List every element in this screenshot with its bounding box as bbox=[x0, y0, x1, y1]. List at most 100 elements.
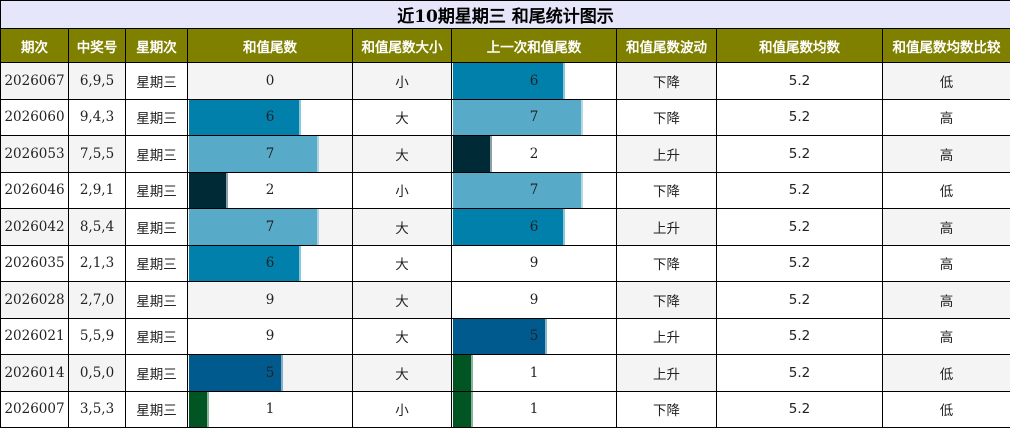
bar-edge bbox=[226, 172, 228, 208]
header-prev-tail: 上一次和值尾数 bbox=[451, 28, 617, 63]
value-bar bbox=[189, 172, 226, 208]
prev-tail-bar-cell: 9 bbox=[451, 244, 617, 282]
period-cell: 2026014 bbox=[0, 354, 69, 392]
size-cell: 大 bbox=[352, 208, 452, 246]
bar-edge bbox=[471, 355, 473, 391]
header-numbers: 中奖号 bbox=[68, 28, 126, 63]
compare-cell: 高 bbox=[881, 244, 1010, 282]
prev-tail-value: 6 bbox=[529, 218, 539, 235]
numbers-cell: 8,5,4 bbox=[68, 208, 126, 246]
period-cell: 2026060 bbox=[0, 98, 69, 136]
size-cell: 大 bbox=[352, 98, 452, 136]
table-row: 2026060 9,4,3 星期三 6 大 7 下降 5.2 高 bbox=[0, 98, 1010, 136]
prev-tail-value: 6 bbox=[529, 72, 539, 89]
bar-edge bbox=[281, 355, 283, 391]
table-title: 近10期星期三 和尾统计图示 bbox=[0, 0, 1010, 29]
compare-cell: 高 bbox=[881, 98, 1010, 136]
tail-bar-cell: 2 bbox=[187, 171, 353, 209]
prev-tail-value: 1 bbox=[529, 364, 539, 381]
numbers-cell: 9,4,3 bbox=[68, 98, 126, 136]
trend-cell: 下降 bbox=[616, 390, 717, 428]
table-row: 2026042 8,5,4 星期三 7 大 6 上升 5.2 高 bbox=[0, 208, 1010, 246]
trend-cell: 上升 bbox=[616, 135, 717, 173]
numbers-cell: 2,1,3 bbox=[68, 244, 126, 282]
bar-edge bbox=[581, 99, 583, 135]
period-cell: 2026021 bbox=[0, 317, 69, 355]
avg-cell: 5.2 bbox=[716, 135, 883, 173]
weekday-cell: 星期三 bbox=[125, 390, 188, 428]
weekday-cell: 星期三 bbox=[125, 317, 188, 355]
prev-tail-bar-cell: 6 bbox=[451, 62, 617, 100]
header-size: 和值尾数大小 bbox=[352, 28, 452, 63]
avg-cell: 5.2 bbox=[716, 208, 883, 246]
tail-value: 1 bbox=[265, 401, 275, 418]
tail-value: 5 bbox=[265, 364, 275, 381]
weekday-cell: 星期三 bbox=[125, 135, 188, 173]
bar-edge bbox=[299, 245, 301, 281]
prev-tail-value: 9 bbox=[529, 255, 539, 272]
size-cell: 大 bbox=[352, 317, 452, 355]
value-bar bbox=[453, 63, 563, 99]
bar-edge bbox=[563, 209, 565, 245]
value-bar bbox=[453, 355, 471, 391]
period-cell: 2026035 bbox=[0, 244, 69, 282]
size-cell: 小 bbox=[352, 171, 452, 209]
header-weekday: 星期次 bbox=[125, 28, 188, 63]
value-bar bbox=[189, 391, 207, 427]
compare-cell: 高 bbox=[881, 281, 1010, 319]
prev-tail-value: 9 bbox=[529, 291, 539, 308]
trend-cell: 下降 bbox=[616, 171, 717, 209]
tail-value: 7 bbox=[265, 218, 275, 235]
size-cell: 大 bbox=[352, 281, 452, 319]
compare-cell: 低 bbox=[881, 390, 1010, 428]
numbers-cell: 7,5,5 bbox=[68, 135, 126, 173]
numbers-cell: 2,9,1 bbox=[68, 171, 126, 209]
avg-cell: 5.2 bbox=[716, 98, 883, 136]
value-bar bbox=[189, 136, 317, 172]
prev-tail-bar-cell: 6 bbox=[451, 208, 617, 246]
table-row: 2026053 7,5,5 星期三 7 大 2 上升 5.2 高 bbox=[0, 135, 1010, 173]
weekday-cell: 星期三 bbox=[125, 208, 188, 246]
compare-cell: 高 bbox=[881, 135, 1010, 173]
value-bar bbox=[453, 99, 581, 135]
compare-cell: 高 bbox=[881, 317, 1010, 355]
table-row: 2026021 5,5,9 星期三 9 大 5 上升 5.2 高 bbox=[0, 317, 1010, 355]
period-cell: 2026067 bbox=[0, 62, 69, 100]
value-bar bbox=[453, 209, 563, 245]
avg-cell: 5.2 bbox=[716, 354, 883, 392]
prev-tail-value: 2 bbox=[529, 145, 539, 162]
prev-tail-bar-cell: 1 bbox=[451, 354, 617, 392]
tail-value: 2 bbox=[265, 182, 275, 199]
table-row: 2026007 3,5,3 星期三 1 小 1 下降 5.2 低 bbox=[0, 390, 1010, 428]
tail-value: 6 bbox=[265, 109, 275, 126]
tail-value: 9 bbox=[265, 328, 275, 345]
compare-cell: 低 bbox=[881, 354, 1010, 392]
trend-cell: 上升 bbox=[616, 317, 717, 355]
tail-bar-cell: 1 bbox=[187, 390, 353, 428]
prev-tail-bar-cell: 1 bbox=[451, 390, 617, 428]
numbers-cell: 6,9,5 bbox=[68, 62, 126, 100]
bar-edge bbox=[317, 209, 319, 245]
value-bar bbox=[453, 318, 545, 354]
numbers-cell: 3,5,3 bbox=[68, 390, 126, 428]
header-period: 期次 bbox=[0, 28, 69, 63]
bar-edge bbox=[563, 63, 565, 99]
avg-cell: 5.2 bbox=[716, 317, 883, 355]
avg-cell: 5.2 bbox=[716, 390, 883, 428]
value-bar bbox=[453, 136, 490, 172]
value-bar bbox=[189, 245, 299, 281]
numbers-cell: 0,5,0 bbox=[68, 354, 126, 392]
bar-edge bbox=[545, 318, 547, 354]
trend-cell: 下降 bbox=[616, 62, 717, 100]
bar-edge bbox=[490, 136, 492, 172]
period-cell: 2026046 bbox=[0, 171, 69, 209]
avg-cell: 5.2 bbox=[716, 281, 883, 319]
tail-bar-cell: 6 bbox=[187, 244, 353, 282]
prev-tail-bar-cell: 7 bbox=[451, 171, 617, 209]
header-avg: 和值尾数均数 bbox=[716, 28, 883, 63]
bar-edge bbox=[581, 172, 583, 208]
weekday-cell: 星期三 bbox=[125, 281, 188, 319]
weekday-cell: 星期三 bbox=[125, 98, 188, 136]
tail-bar-cell: 0 bbox=[187, 62, 353, 100]
compare-cell: 低 bbox=[881, 171, 1010, 209]
